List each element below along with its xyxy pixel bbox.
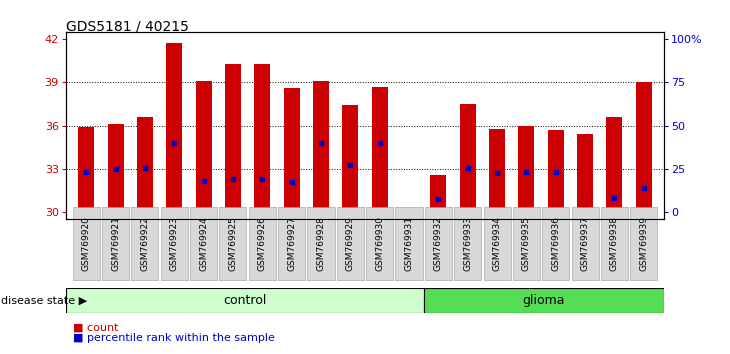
Text: GSM769936: GSM769936 bbox=[551, 216, 560, 272]
Bar bbox=[430, 175, 447, 212]
Text: GSM769931: GSM769931 bbox=[404, 216, 413, 272]
Text: GSM769921: GSM769921 bbox=[111, 216, 120, 271]
Bar bbox=[548, 130, 564, 212]
Bar bbox=[137, 117, 153, 212]
Bar bbox=[313, 81, 329, 212]
Bar bbox=[283, 88, 300, 212]
Bar bbox=[607, 117, 623, 212]
Bar bbox=[342, 105, 358, 212]
Text: GSM769927: GSM769927 bbox=[287, 216, 296, 271]
Bar bbox=[107, 124, 123, 212]
Bar bbox=[372, 87, 388, 212]
Text: GSM769935: GSM769935 bbox=[522, 216, 531, 272]
Text: GSM769938: GSM769938 bbox=[610, 216, 619, 272]
Text: disease state ▶: disease state ▶ bbox=[1, 296, 87, 306]
Text: ■ percentile rank within the sample: ■ percentile rank within the sample bbox=[73, 333, 275, 343]
Text: GSM769926: GSM769926 bbox=[258, 216, 266, 271]
Bar bbox=[577, 134, 593, 212]
Text: GSM769932: GSM769932 bbox=[434, 216, 443, 271]
Text: GSM769937: GSM769937 bbox=[580, 216, 590, 272]
Text: GSM769934: GSM769934 bbox=[493, 216, 502, 271]
Bar bbox=[401, 209, 417, 212]
Bar bbox=[66, 288, 423, 313]
Text: GSM769923: GSM769923 bbox=[170, 216, 179, 271]
Bar bbox=[254, 64, 270, 212]
Text: GSM769939: GSM769939 bbox=[639, 216, 648, 272]
Text: GSM769930: GSM769930 bbox=[375, 216, 384, 272]
Bar bbox=[78, 127, 94, 212]
Text: GSM769928: GSM769928 bbox=[317, 216, 326, 271]
Text: control: control bbox=[223, 294, 266, 307]
Text: GSM769925: GSM769925 bbox=[228, 216, 237, 271]
Bar bbox=[489, 129, 505, 212]
Bar bbox=[166, 44, 182, 212]
Bar bbox=[196, 81, 212, 212]
Bar bbox=[460, 104, 476, 212]
Bar bbox=[518, 126, 534, 212]
Text: GDS5181 / 40215: GDS5181 / 40215 bbox=[66, 19, 188, 34]
Bar bbox=[423, 288, 664, 313]
Text: GSM769920: GSM769920 bbox=[82, 216, 91, 271]
Text: ■ count: ■ count bbox=[73, 322, 118, 332]
Text: GSM769929: GSM769929 bbox=[346, 216, 355, 271]
Text: glioma: glioma bbox=[523, 294, 565, 307]
Text: GSM769922: GSM769922 bbox=[140, 216, 150, 271]
Text: GSM769924: GSM769924 bbox=[199, 216, 208, 271]
Text: GSM769933: GSM769933 bbox=[464, 216, 472, 272]
Bar bbox=[225, 64, 241, 212]
Bar bbox=[636, 82, 652, 212]
